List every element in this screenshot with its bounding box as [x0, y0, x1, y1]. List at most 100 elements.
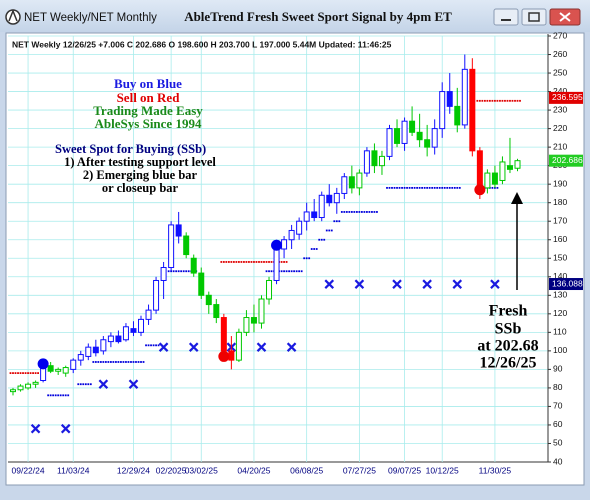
red-dots — [258, 261, 260, 263]
blue-dots — [413, 186, 416, 189]
blue-dots — [57, 394, 60, 397]
blue-dots — [79, 383, 82, 386]
annotation: at 202.68 — [477, 338, 538, 355]
x-tick-label: 10/12/25 — [426, 465, 459, 475]
red-dots — [245, 261, 248, 263]
blue-dots — [363, 211, 366, 213]
blue-dots — [448, 186, 451, 189]
blue-dots — [323, 238, 326, 241]
blue-dots — [92, 361, 95, 363]
blue-dots — [280, 270, 283, 273]
red-dots — [232, 261, 235, 263]
red-dots — [496, 99, 499, 102]
blue-dots — [398, 186, 401, 189]
blue-dots — [418, 186, 421, 189]
x-marker — [392, 279, 402, 289]
y-tick-label: 120 — [553, 308, 567, 318]
blue-dots — [343, 211, 346, 213]
blue-dots — [458, 186, 461, 189]
red-dots — [494, 99, 496, 102]
x-marker — [256, 342, 267, 352]
blue-dots — [150, 344, 152, 347]
candle-body — [175, 224, 182, 237]
blue-dots — [300, 270, 303, 273]
blue-dots — [115, 361, 117, 363]
x-marker — [30, 423, 41, 434]
candle-body — [296, 220, 303, 235]
red-dots — [240, 261, 243, 263]
blue-dots — [167, 270, 170, 273]
red-dots — [483, 99, 486, 102]
annotation: 1) After testing support level — [64, 155, 216, 169]
y-tick-label: 50 — [553, 438, 563, 448]
maximize-button[interactable] — [521, 8, 547, 26]
candle-body — [115, 335, 122, 343]
candle-body — [92, 346, 99, 354]
annotation: Trading Made Easy — [93, 103, 203, 118]
minimize-button[interactable] — [493, 8, 519, 26]
red-dots — [506, 99, 509, 102]
blue-dots — [411, 186, 413, 189]
blue-dots — [102, 361, 105, 363]
red-dots — [519, 99, 521, 102]
blue-dots — [293, 270, 296, 273]
blue-dots — [371, 211, 373, 213]
blue-dots — [283, 270, 285, 273]
x-tick-label: 11/30/25 — [479, 465, 512, 475]
candle-body — [85, 346, 92, 357]
blue-dots — [177, 270, 180, 273]
blue-dots — [145, 344, 147, 347]
price-tag — [549, 91, 583, 104]
candle-body — [363, 150, 370, 174]
red-dots — [265, 261, 268, 263]
blue-dots — [270, 270, 273, 273]
price-tag-label: 202.686 — [552, 155, 583, 165]
x-marker — [324, 279, 335, 289]
candle-body — [70, 359, 77, 370]
quote-header: NET Weekly 12/26/25 +7.006 C 202.686 O 1… — [12, 39, 392, 49]
red-dots — [268, 261, 270, 263]
blue-dots — [99, 361, 102, 363]
y-tick-label: 70 — [553, 401, 563, 411]
blue-dots — [376, 211, 378, 213]
blue-dots — [185, 270, 188, 273]
blue-dots — [117, 361, 120, 363]
y-tick-label: 210 — [553, 141, 567, 151]
y-tick-label: 130 — [553, 290, 567, 300]
blue-dots — [345, 211, 348, 213]
blue-dots — [406, 186, 408, 189]
blue-dots — [313, 248, 316, 250]
candle-body — [32, 381, 39, 385]
blue-dots — [388, 186, 391, 189]
candle-body — [303, 211, 310, 222]
blue-dots — [298, 270, 301, 273]
red-dots — [255, 261, 258, 263]
blue-dots — [358, 211, 361, 213]
blue-dots — [94, 361, 97, 363]
blue-dots — [403, 186, 406, 189]
x-tick-label: 11/03/24 — [57, 465, 90, 475]
blue-dots — [353, 211, 356, 213]
candle-body — [461, 68, 468, 126]
blue-dots — [135, 361, 137, 363]
blue-dots — [89, 383, 92, 386]
blue-dots — [386, 186, 388, 189]
blue-dots — [137, 361, 140, 363]
blue-dots — [265, 270, 268, 273]
candle-body — [183, 235, 190, 256]
candle-body — [205, 294, 212, 306]
blue-dots — [130, 361, 132, 363]
red-dots — [488, 99, 491, 102]
blue-dots — [433, 186, 436, 189]
blue-dots — [330, 229, 333, 232]
red-dots — [253, 261, 255, 263]
candle-body — [10, 389, 16, 393]
blue-dots — [453, 186, 456, 189]
blue-dots — [496, 186, 499, 189]
candle-body — [47, 365, 54, 372]
annotation: Fresh — [489, 303, 528, 320]
y-tick-label: 40 — [553, 456, 563, 466]
blue-dots — [290, 270, 293, 273]
blue-dots — [441, 186, 444, 189]
window-tab[interactable]: NET Weekly/NET Monthly — [24, 12, 157, 24]
